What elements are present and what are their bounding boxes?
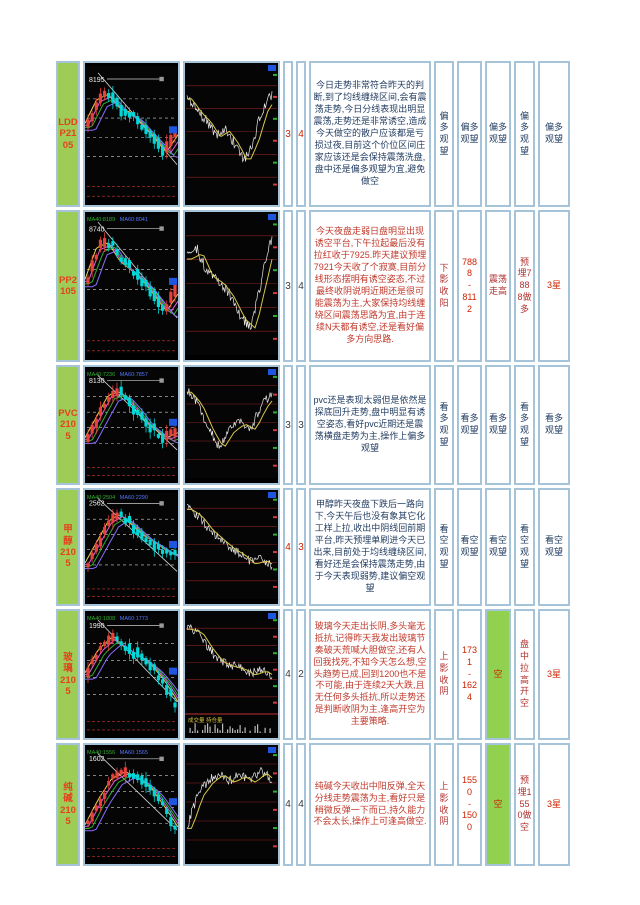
verdict-cell-2: 看空观望 — [457, 488, 482, 606]
table-row: 甲 醇 210 5 MA40:2504 MA60:2290 2562 4 3 甲醇昨… — [56, 488, 570, 606]
svg-text:8195: 8195 — [89, 76, 105, 83]
score-2: 3 — [296, 488, 306, 606]
svg-text:8130: 8130 — [89, 377, 105, 384]
score-1: 4 — [283, 743, 293, 866]
svg-text:MA40:2504: MA40:2504 — [87, 495, 115, 501]
verdict-cell-1: 偏多观望 — [434, 61, 454, 207]
contract-label: PVC 210 5 — [56, 365, 80, 485]
contract-label: 甲 醇 210 5 — [56, 488, 80, 606]
intraday-chart — [183, 365, 280, 485]
svg-text:MA60:8041: MA60:8041 — [120, 217, 148, 223]
score-1: 3 — [283, 210, 293, 362]
verdict-cell-1: 看空观望 — [434, 488, 454, 606]
analysis-text: 纯碱今天收出中阳反弹,全天分线走势震荡为主,看好只是稍微反弹一下而已,持久能力不… — [309, 743, 431, 866]
verdict-cell-1: 上影收阴 — [434, 609, 454, 740]
intraday-chart — [183, 61, 280, 207]
table-row: LDD P21 05 8195 3 4 今日走势非常符合昨天的判断,到了均线缠绕… — [56, 61, 570, 207]
score-1: 3 — [283, 61, 293, 207]
intraday-chart — [183, 488, 280, 606]
table-row: 纯 碱 210 5 MA40:1556 MA60:1565 1602 4 4 纯碱今… — [56, 743, 570, 866]
svg-text:1602: 1602 — [89, 756, 105, 763]
svg-text:1990: 1990 — [89, 623, 105, 630]
verdict-cell-4: 预埋7888做多 — [514, 210, 535, 362]
daily-candlestick-chart: MA40:2504 MA60:2290 2562 — [83, 488, 180, 606]
contract-label: LDD P21 05 — [56, 61, 80, 207]
analysis-text: 甲醇昨天夜盘下跌后一路向下,今天午后也没有象其它化工样上拉,收出中阴线回前期平台… — [309, 488, 431, 606]
verdict-cell-4: 看多观望 — [514, 365, 535, 485]
daily-candlestick-chart: MA40:1808 MA60:1773 1990 — [83, 609, 180, 740]
verdict-cell-3: 空 — [485, 609, 511, 740]
score-1: 3 — [283, 365, 293, 485]
analysis-text: 今天夜盘走弱日盘明显出现诱空平台,下午拉起最后没有拉红收于7925.昨天建议预埋… — [309, 210, 431, 362]
table-row: 玻 璃 210 5 MA40:1808 MA60:1773 1990 成交量 持仓量… — [56, 609, 570, 740]
verdict-cell-1: 下影收阳 — [434, 210, 454, 362]
intraday-chart — [183, 743, 280, 866]
score-2: 4 — [296, 743, 306, 866]
verdict-cell-4: 盘中拉高开空 — [514, 609, 535, 740]
verdict-cell-2: 看多观望 — [457, 365, 482, 485]
svg-text:MA60:2290: MA60:2290 — [120, 495, 148, 501]
score-2: 4 — [296, 61, 306, 207]
verdict-cell-2: 1550 - 1500 — [457, 743, 482, 866]
verdict-cell-2: 偏多观望 — [457, 61, 482, 207]
svg-text:2562: 2562 — [89, 500, 105, 507]
daily-candlestick-chart: 8195 — [83, 61, 180, 207]
analysis-text: 玻璃今天走出长阴,多头毫无抵抗,记得昨天我发出玻璃节奏破天荒喊大胆做空,还有人回… — [309, 609, 431, 740]
daily-candlestick-chart: MA40:8189 MA60:8041 8740 — [83, 210, 180, 362]
verdict-cell-5: 3星 — [538, 743, 570, 866]
verdict-cell-3: 空 — [485, 743, 511, 866]
verdict-cell-3: 看多观望 — [485, 365, 511, 485]
svg-text:成交量 持仓量: 成交量 持仓量 — [188, 716, 223, 724]
svg-text:8740: 8740 — [89, 226, 105, 233]
intraday-chart: 成交量 持仓量 — [183, 609, 280, 740]
verdict-cell-1: 看多观望 — [434, 365, 454, 485]
analysis-text: 今日走势非常符合昨天的判断,到了均线缠绕区间,会有震荡走势,今日分线表现出明显震… — [309, 61, 431, 207]
svg-text:MA40:7236: MA40:7236 — [87, 372, 115, 378]
svg-text:MA40:1808: MA40:1808 — [87, 616, 115, 622]
verdict-cell-1: 上影收阴 — [434, 743, 454, 866]
table-row: PVC 210 5 MA40:7236 MA60:7857 8130 3 3 pvc… — [56, 365, 570, 485]
score-1: 4 — [283, 609, 293, 740]
verdict-cell-4: 看空观望 — [514, 488, 535, 606]
verdict-cell-2: 7888 - 8112 — [457, 210, 482, 362]
daily-candlestick-chart: MA40:7236 MA60:7857 8130 — [83, 365, 180, 485]
verdict-cell-3: 震荡走高 — [485, 210, 511, 362]
intraday-chart — [183, 210, 280, 362]
verdict-cell-3: 看空观望 — [485, 488, 511, 606]
score-2: 4 — [296, 210, 306, 362]
verdict-cell-5: 3星 — [538, 609, 570, 740]
svg-text:MA60:7857: MA60:7857 — [120, 372, 148, 378]
score-2: 2 — [296, 609, 306, 740]
verdict-cell-4: 预埋1550做空 — [514, 743, 535, 866]
verdict-cell-3: 偏多观望 — [485, 61, 511, 207]
verdict-cell-2: 1731 - 1624 — [457, 609, 482, 740]
contract-label: 纯 碱 210 5 — [56, 743, 80, 866]
verdict-cell-5: 看多观望 — [538, 365, 570, 485]
analysis-text: pvc还是表现太弱但是依然是探底回升走势,盘中明显有诱空姿态,看好pvc近期还是… — [309, 365, 431, 485]
contract-label: 玻 璃 210 5 — [56, 609, 80, 740]
report-table: LDD P21 05 8195 3 4 今日走势非常符合昨天的判断,到了均线缠绕… — [53, 58, 573, 869]
verdict-cell-5: 看空观望 — [538, 488, 570, 606]
score-1: 4 — [283, 488, 293, 606]
svg-text:MA40:8189: MA40:8189 — [87, 217, 115, 223]
verdict-cell-5: 3星 — [538, 210, 570, 362]
verdict-cell-4: 偏多观望 — [514, 61, 535, 207]
verdict-cell-5: 偏多观望 — [538, 61, 570, 207]
daily-candlestick-chart: MA40:1556 MA60:1565 1602 — [83, 743, 180, 866]
svg-text:MA60:1773: MA60:1773 — [120, 616, 148, 622]
svg-text:MA60:1565: MA60:1565 — [120, 750, 148, 756]
svg-text:MA40:1556: MA40:1556 — [87, 750, 115, 756]
table-row: PP2 105 MA40:8189 MA60:8041 8740 3 4 今天夜盘走… — [56, 210, 570, 362]
contract-label: PP2 105 — [56, 210, 80, 362]
score-2: 3 — [296, 365, 306, 485]
